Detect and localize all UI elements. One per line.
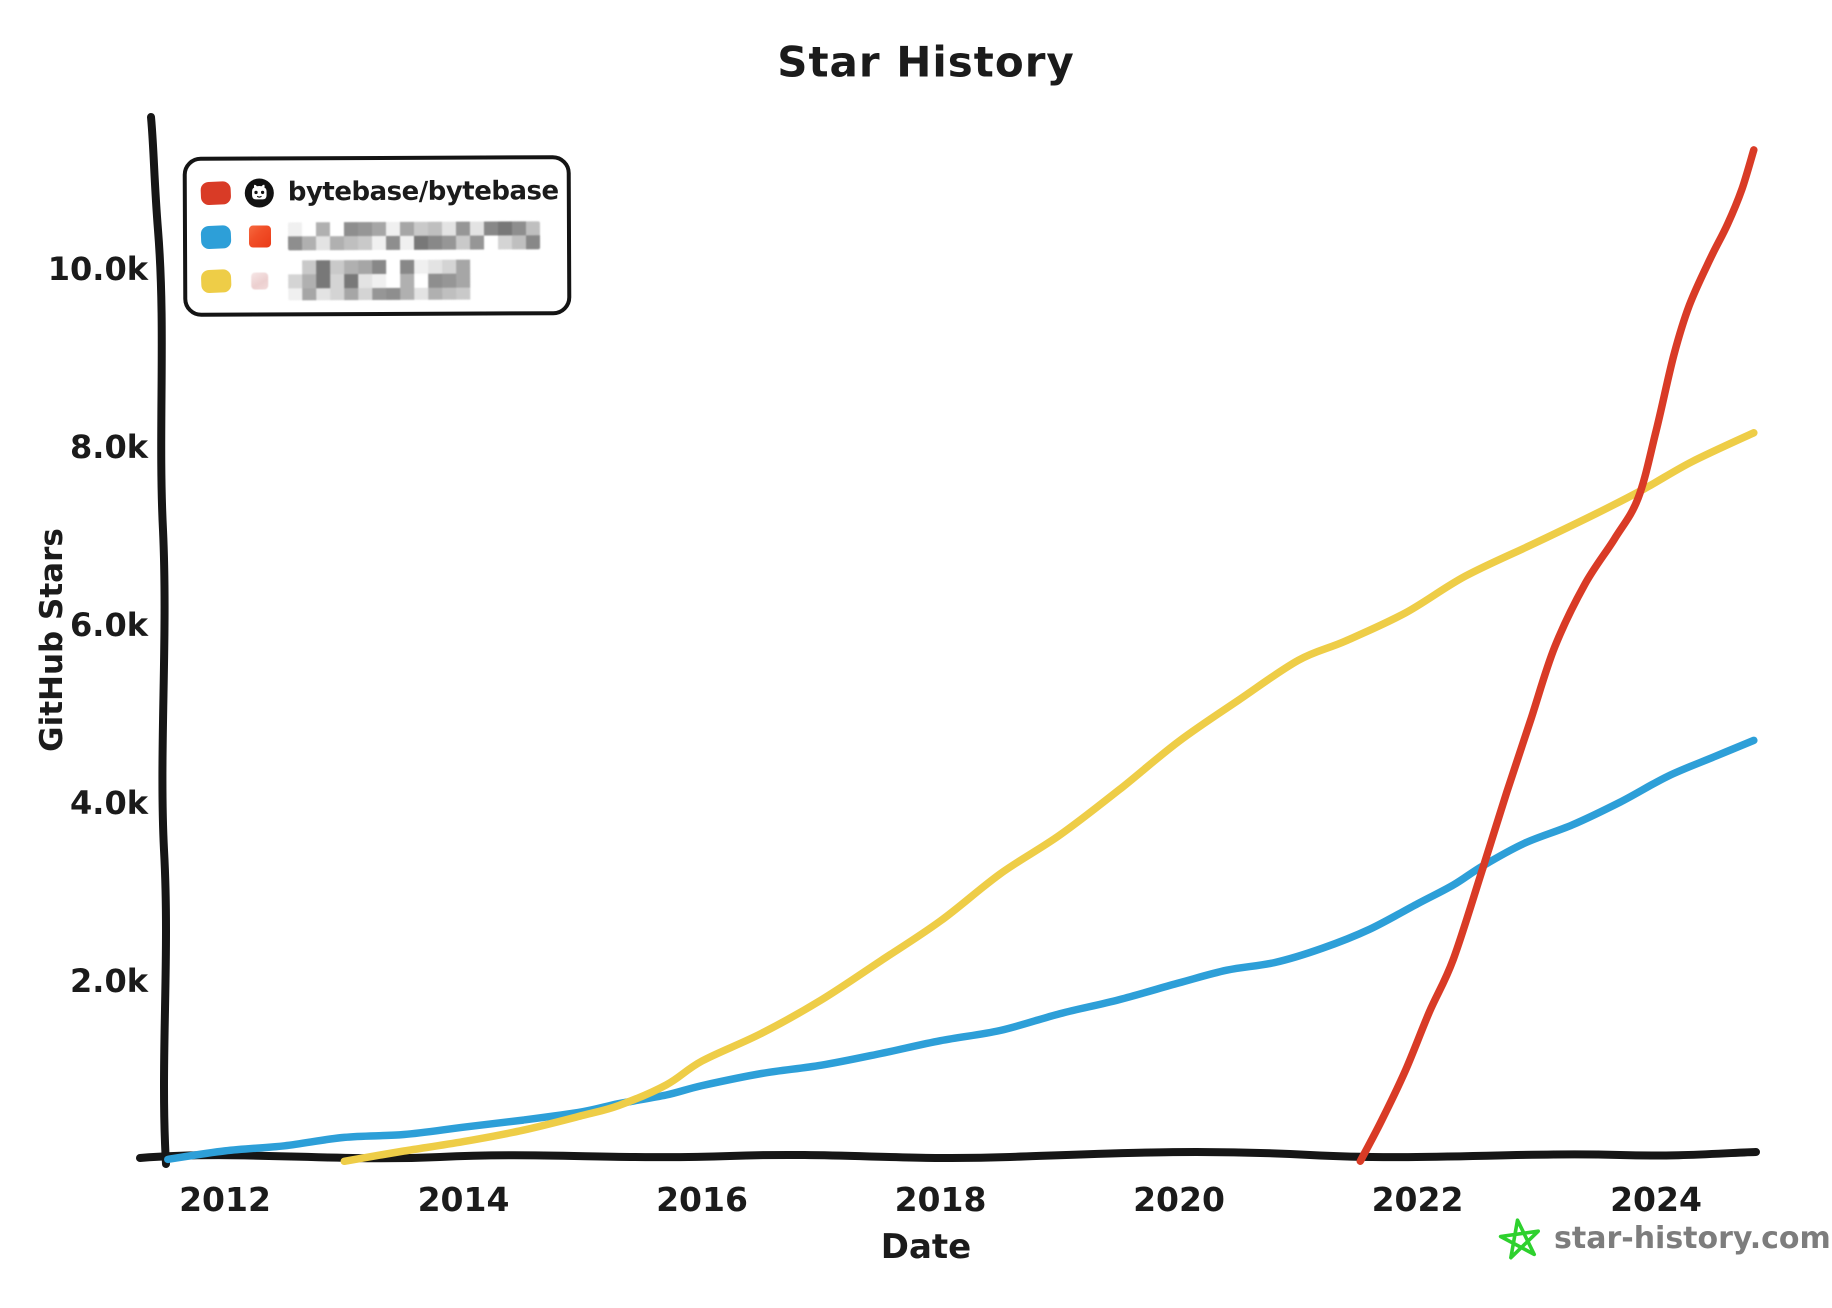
github-logo-slot — [244, 177, 275, 208]
series-line-bytebase-bytebase — [1356, 146, 1758, 1165]
y-tick-8.0k: 8.0k — [70, 428, 148, 466]
y-axis-line — [147, 113, 170, 1168]
github-logo-icon — [244, 177, 274, 208]
y-tick-10.0k: 10.0k — [47, 250, 148, 288]
legend-item-bytebase/bytebase: bytebase/bytebase — [200, 169, 559, 215]
x-axis-label: Date — [880, 1227, 972, 1267]
x-tick-2020: 2020 — [1133, 1180, 1225, 1219]
x-tick-2016: 2016 — [656, 1180, 748, 1219]
blurred-repo-name — [288, 259, 474, 301]
series-line-redacted-1 — [164, 736, 1758, 1164]
x-tick-2018: 2018 — [894, 1180, 987, 1219]
blurred-repo-name — [287, 221, 541, 251]
legend-repo-link[interactable]: bytebase/bytebase — [287, 176, 559, 208]
x-tick-2024: 2024 — [1610, 1180, 1702, 1219]
watermark[interactable]: star-history.com — [1496, 1214, 1831, 1262]
legend-item-redacted-2 — [200, 257, 559, 303]
x-axis-line — [136, 1147, 1760, 1163]
watermark-link[interactable]: star-history.com — [1554, 1220, 1831, 1256]
legend-swatch — [200, 224, 232, 249]
legend-swatch — [200, 268, 232, 293]
red-avatar-icon — [248, 225, 271, 248]
pink-avatar-icon — [251, 271, 269, 290]
x-tick-2012: 2012 — [179, 1180, 271, 1219]
x-tick-2022: 2022 — [1371, 1180, 1464, 1219]
y-tick-4.0k: 4.0k — [70, 784, 148, 822]
pink-avatar-slot — [244, 265, 275, 296]
legend-box: bytebase/bytebase — [182, 155, 572, 317]
x-tick-2014: 2014 — [417, 1180, 510, 1219]
red-avatar-slot — [244, 221, 275, 252]
legend-swatch — [200, 180, 232, 205]
y-tick-2.0k: 2.0k — [70, 962, 148, 1000]
chart-title: Star History — [777, 37, 1075, 87]
y-tick-6.0k: 6.0k — [70, 606, 148, 644]
star-logo-icon — [1498, 1218, 1541, 1260]
legend-item-redacted-1 — [200, 213, 559, 259]
series-line-redacted-2 — [340, 429, 1758, 1166]
